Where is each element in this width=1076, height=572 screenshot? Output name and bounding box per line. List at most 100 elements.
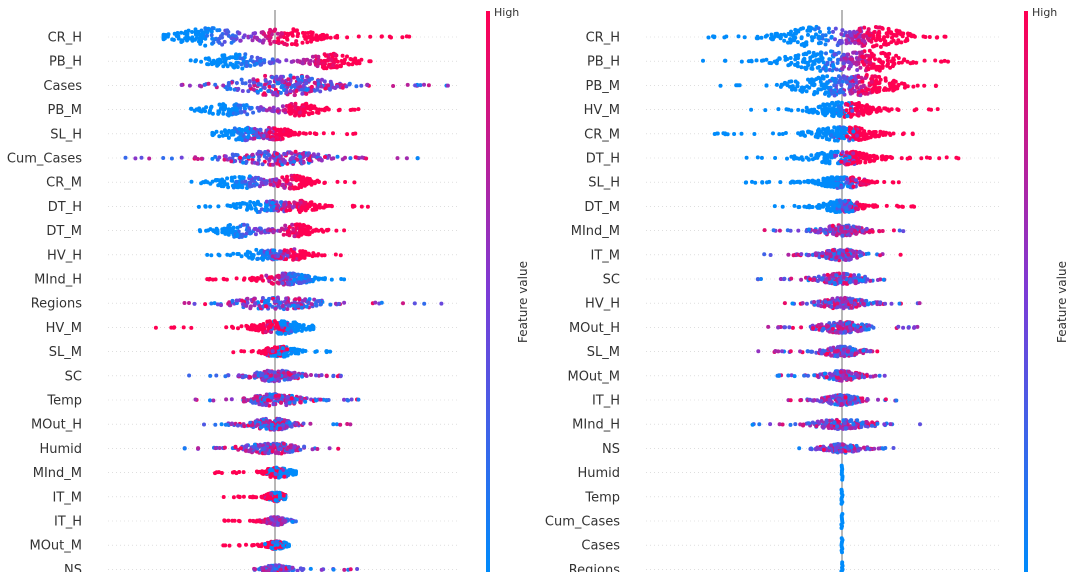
shap-point <box>179 38 184 43</box>
shap-point <box>299 272 304 277</box>
shap-point <box>261 278 265 283</box>
shap-point <box>789 79 794 84</box>
shap-point <box>254 208 259 212</box>
shap-point <box>326 83 331 88</box>
shap-point <box>304 81 309 86</box>
shap-point <box>299 305 304 310</box>
shap-point <box>216 252 221 257</box>
shap-point <box>878 44 883 49</box>
shap-point <box>285 33 290 38</box>
shap-point <box>877 59 882 63</box>
shap-point <box>245 300 250 305</box>
shap-point <box>273 491 277 496</box>
shap-point <box>391 84 396 88</box>
shap-point <box>264 204 268 209</box>
shap-point <box>214 61 219 65</box>
left-feature-row-hv-h: HV_H <box>47 247 458 263</box>
shap-point <box>836 100 841 105</box>
shap-point <box>810 66 815 71</box>
shap-point <box>238 446 243 451</box>
feature-label: MOut_M <box>29 539 82 554</box>
shap-point <box>894 28 899 33</box>
shap-point <box>308 566 313 571</box>
shap-point <box>333 57 338 62</box>
shap-point <box>324 373 329 378</box>
shap-point <box>249 255 254 260</box>
left-feature-row-mout-h: MOut_H <box>31 416 458 433</box>
shap-point <box>287 371 291 376</box>
shap-point <box>286 133 291 138</box>
shap-point <box>238 38 243 43</box>
shap-point <box>853 41 857 45</box>
shap-point <box>292 400 297 405</box>
shap-point <box>236 326 240 331</box>
shap-point <box>221 229 225 234</box>
shap-point <box>272 39 277 44</box>
shap-point <box>277 494 282 499</box>
shap-point <box>263 542 268 546</box>
shap-point <box>222 518 227 523</box>
shap-point <box>242 33 247 38</box>
shap-point <box>218 60 223 65</box>
shap-point <box>153 325 158 330</box>
shap-point <box>270 137 275 142</box>
shap-point <box>915 83 920 88</box>
shap-point <box>240 201 245 206</box>
shap-point <box>885 63 890 67</box>
shap-point <box>266 398 270 403</box>
shap-point <box>241 302 245 307</box>
shap-point <box>255 78 260 83</box>
shap-point <box>946 59 950 64</box>
shap-point <box>255 518 260 523</box>
shap-point <box>234 52 238 57</box>
shap-point <box>225 112 230 117</box>
shap-point <box>239 62 244 67</box>
shap-point <box>400 35 405 40</box>
shap-point <box>251 444 256 449</box>
shap-point <box>227 300 232 305</box>
shap-point <box>263 150 268 154</box>
shap-point <box>285 307 290 311</box>
shap-point <box>205 33 209 38</box>
shap-point <box>874 38 878 43</box>
feature-label: HV_M <box>584 103 620 118</box>
shap-point <box>255 161 260 166</box>
shap-point <box>253 175 258 180</box>
shap-point <box>310 254 315 259</box>
shap-point <box>333 52 338 57</box>
feature-label: SL_H <box>50 127 82 142</box>
shap-point <box>305 153 310 158</box>
shap-point <box>857 26 862 31</box>
left-feature-row-mout-m: MOut_M <box>29 539 458 554</box>
shap-point <box>199 59 204 64</box>
shap-point <box>313 132 318 136</box>
shap-point <box>867 33 872 38</box>
shap-point <box>228 223 232 227</box>
shap-point <box>285 447 290 451</box>
shap-point <box>323 203 328 208</box>
shap-point <box>239 324 244 329</box>
shap-point <box>873 87 878 92</box>
shap-point <box>258 323 263 327</box>
shap-point <box>873 57 877 62</box>
shap-point <box>783 81 788 86</box>
shap-point <box>281 157 286 162</box>
shap-point <box>270 540 275 545</box>
shap-point <box>219 303 223 308</box>
shap-point <box>251 297 256 302</box>
shap-point <box>263 351 268 356</box>
shap-point <box>282 322 287 327</box>
shap-point <box>270 57 275 62</box>
shap-point <box>275 31 280 36</box>
shap-point <box>216 470 221 475</box>
shap-point <box>214 226 219 231</box>
shap-point <box>274 74 279 79</box>
shap-point <box>325 35 330 40</box>
shap-point <box>258 425 263 430</box>
shap-point <box>314 227 319 232</box>
shap-point <box>270 468 275 473</box>
shap-point <box>244 60 249 64</box>
shap-point <box>345 35 350 40</box>
shap-point <box>246 155 251 160</box>
shap-point <box>258 250 262 255</box>
